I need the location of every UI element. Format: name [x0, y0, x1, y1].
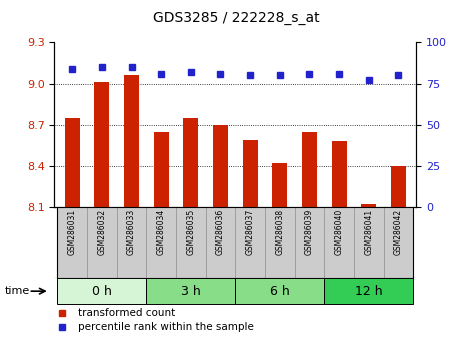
Bar	[154, 132, 168, 207]
Text: 12 h: 12 h	[355, 285, 383, 298]
Bar	[324, 278, 413, 304]
Text: GDS3285 / 222228_s_at: GDS3285 / 222228_s_at	[153, 11, 320, 25]
Text: 0 h: 0 h	[92, 285, 112, 298]
Text: GSM286042: GSM286042	[394, 209, 403, 255]
Bar	[65, 118, 79, 207]
Bar	[176, 207, 206, 278]
Bar	[184, 118, 198, 207]
Text: GSM286041: GSM286041	[364, 209, 373, 255]
Bar	[124, 75, 139, 207]
Bar	[243, 140, 258, 207]
Bar	[146, 207, 176, 278]
Bar	[236, 278, 324, 304]
Text: 3 h: 3 h	[181, 285, 201, 298]
Text: transformed count: transformed count	[78, 308, 175, 318]
Text: GSM286034: GSM286034	[157, 209, 166, 256]
Bar	[324, 207, 354, 278]
Bar	[384, 207, 413, 278]
Bar	[213, 125, 228, 207]
Text: GSM286037: GSM286037	[245, 209, 254, 256]
Text: GSM286038: GSM286038	[275, 209, 284, 255]
Bar	[95, 82, 109, 207]
Text: GSM286033: GSM286033	[127, 209, 136, 256]
Text: GSM286031: GSM286031	[68, 209, 77, 255]
Bar	[391, 166, 406, 207]
Bar	[265, 207, 295, 278]
Text: GSM286040: GSM286040	[334, 209, 343, 256]
Bar	[236, 207, 265, 278]
Bar	[332, 141, 347, 207]
Bar	[117, 207, 146, 278]
Text: 6 h: 6 h	[270, 285, 289, 298]
Bar	[295, 207, 324, 278]
Bar	[272, 163, 287, 207]
Bar	[361, 204, 376, 207]
Bar	[354, 207, 384, 278]
Text: time: time	[5, 286, 30, 296]
Text: percentile rank within the sample: percentile rank within the sample	[78, 322, 254, 332]
Bar	[57, 207, 87, 278]
Text: GSM286032: GSM286032	[97, 209, 106, 255]
Bar	[146, 278, 236, 304]
Bar	[87, 207, 117, 278]
Text: GSM286035: GSM286035	[186, 209, 195, 256]
Bar	[302, 132, 317, 207]
Text: GSM286036: GSM286036	[216, 209, 225, 256]
Bar	[57, 278, 146, 304]
Bar	[206, 207, 236, 278]
Text: GSM286039: GSM286039	[305, 209, 314, 256]
